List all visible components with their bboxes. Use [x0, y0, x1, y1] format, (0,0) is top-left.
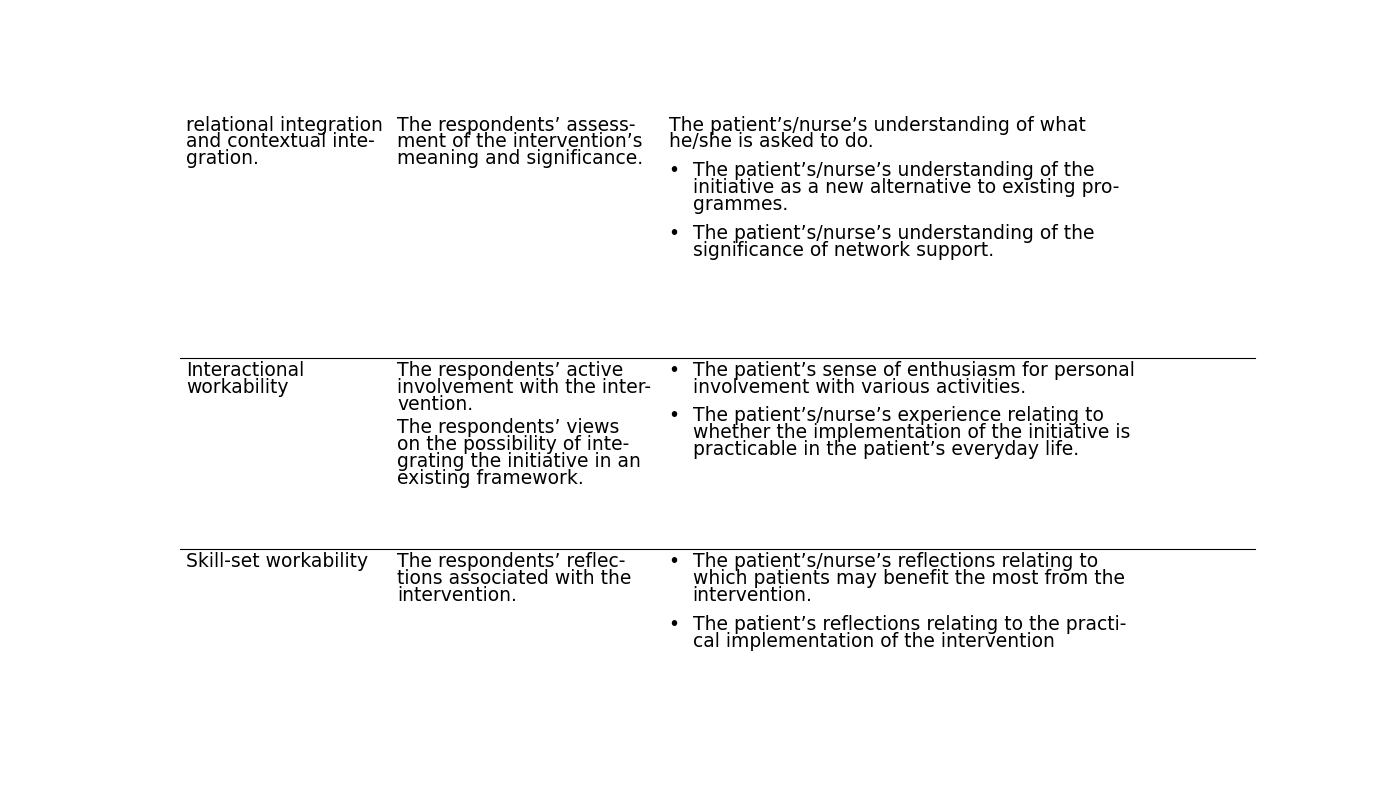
Text: The patient’s reflections relating to the practi-: The patient’s reflections relating to th…	[693, 615, 1126, 634]
Text: The respondents’ reflec-: The respondents’ reflec-	[398, 553, 626, 571]
Text: The patient’s/nurse’s reflections relating to: The patient’s/nurse’s reflections relati…	[693, 553, 1098, 571]
Text: The patient’s/nurse’s experience relating to: The patient’s/nurse’s experience relatin…	[693, 406, 1103, 425]
Text: grammes.: grammes.	[693, 195, 788, 214]
Text: practicable in the patient’s everyday life.: practicable in the patient’s everyday li…	[693, 440, 1078, 459]
Text: initiative as a new alternative to existing pro-: initiative as a new alternative to exist…	[693, 178, 1119, 197]
Text: •: •	[669, 406, 680, 425]
Text: whether the implementation of the initiative is: whether the implementation of the initia…	[693, 424, 1130, 443]
Text: he/she is asked to do.: he/she is asked to do.	[669, 133, 874, 152]
Text: involvement with various activities.: involvement with various activities.	[693, 377, 1026, 397]
Text: grating the initiative in an: grating the initiative in an	[398, 452, 641, 471]
Text: •: •	[669, 553, 680, 571]
Text: workability: workability	[186, 377, 288, 397]
Text: cal implementation of the intervention: cal implementation of the intervention	[693, 632, 1054, 651]
Text: relational integration: relational integration	[186, 116, 382, 134]
Text: vention.: vention.	[398, 395, 473, 413]
Text: and contextual inte-: and contextual inte-	[186, 133, 375, 152]
Text: The patient’s/nurse’s understanding of what: The patient’s/nurse’s understanding of w…	[669, 116, 1085, 134]
Text: intervention.: intervention.	[398, 586, 517, 605]
Text: The respondents’ active: The respondents’ active	[398, 361, 623, 380]
Text: Skill-set workability: Skill-set workability	[186, 553, 368, 571]
Text: intervention.: intervention.	[693, 586, 812, 605]
Text: Interactional: Interactional	[186, 361, 304, 380]
Text: The patient’s/nurse’s understanding of the: The patient’s/nurse’s understanding of t…	[693, 161, 1093, 180]
Text: gration.: gration.	[186, 149, 259, 168]
Text: which patients may benefit the most from the: which patients may benefit the most from…	[693, 569, 1124, 589]
Text: •: •	[669, 615, 680, 634]
Text: The patient’s/nurse’s understanding of the: The patient’s/nurse’s understanding of t…	[693, 224, 1093, 243]
Text: •: •	[669, 224, 680, 243]
Text: involvement with the inter-: involvement with the inter-	[398, 377, 651, 397]
Text: •: •	[669, 361, 680, 380]
Text: The respondents’ views: The respondents’ views	[398, 418, 620, 437]
Text: •: •	[669, 161, 680, 180]
Text: meaning and significance.: meaning and significance.	[398, 149, 644, 168]
Text: on the possibility of inte-: on the possibility of inte-	[398, 435, 630, 454]
Text: The patient’s sense of enthusiasm for personal: The patient’s sense of enthusiasm for pe…	[693, 361, 1134, 380]
Text: The respondents’ assess-: The respondents’ assess-	[398, 116, 636, 134]
Text: ment of the intervention’s: ment of the intervention’s	[398, 133, 643, 152]
Text: existing framework.: existing framework.	[398, 469, 584, 488]
Text: tions associated with the: tions associated with the	[398, 569, 631, 589]
Text: significance of network support.: significance of network support.	[693, 241, 994, 260]
